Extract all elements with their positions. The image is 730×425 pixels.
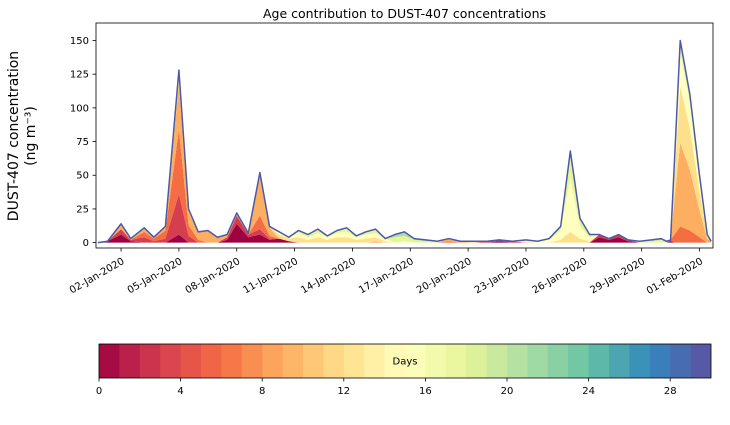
y-tick-label: 150: [70, 36, 89, 47]
colorbar-cell: [282, 344, 304, 378]
colorbar-cell: [486, 344, 508, 378]
colorbar-cell: [201, 344, 223, 378]
chart-title: Age contribution to DUST-407 concentrati…: [262, 6, 547, 21]
colorbar-cell: [160, 344, 182, 378]
colorbar-cell: [609, 344, 631, 378]
colorbar-cell: [343, 344, 365, 378]
x-tick-label: 08-Jan-2020: [184, 256, 243, 296]
colorbar-label: Days: [393, 357, 418, 368]
colorbar-cell: [670, 344, 692, 378]
plot-border: [95, 22, 714, 249]
colorbar-cell: [99, 344, 121, 378]
colorbar-cell: [221, 344, 243, 378]
colorbar-tick-label: 28: [664, 386, 677, 397]
y-axis: 0 25 50 75 100 125 150: [70, 36, 96, 249]
colorbar-cell: [507, 344, 529, 378]
x-tick-label: 17-Jan-2020: [357, 256, 416, 296]
colorbar-tick-label: 24: [582, 386, 595, 397]
colorbar-cell: [425, 344, 447, 378]
x-tick-label: 26-Jan-2020: [531, 256, 590, 296]
y-tick-label: 75: [76, 137, 89, 148]
y-tick-label: 50: [76, 171, 89, 182]
x-tick-label: 02-Jan-2020: [68, 256, 127, 296]
x-tick-label: 05-Jan-2020: [126, 256, 185, 296]
colorbar-tick-label: 16: [419, 386, 432, 397]
x-tick-label: 23-Jan-2020: [473, 256, 532, 296]
stacked-area-layers: [97, 40, 712, 243]
colorbar-cell: [139, 344, 161, 378]
x-tick-label: 11-Jan-2020: [241, 256, 300, 296]
y-tick-label: 125: [70, 70, 89, 81]
colorbar-cell: [690, 344, 711, 378]
colorbar-cell: [629, 344, 651, 378]
colorbar-cell: [180, 344, 202, 378]
colorbar: 0 4 8 12 16 20 24 28 Days: [96, 343, 712, 397]
colorbar-tick-label: 12: [337, 386, 350, 397]
x-tick-label: 01-Feb-2020: [645, 256, 705, 297]
area-age-0-3-days: [97, 223, 712, 243]
colorbar-cell: [445, 344, 467, 378]
colorbar-cell: [568, 344, 590, 378]
x-tick-label: 14-Jan-2020: [299, 256, 358, 296]
colorbar-cell: [303, 344, 325, 378]
colorbar-tick-label: 20: [501, 386, 514, 397]
x-tick-label: 29-Jan-2020: [589, 256, 648, 296]
colorbar-tick-label: 8: [259, 386, 265, 397]
colorbar-cell: [384, 344, 406, 378]
colorbar-border: [98, 343, 712, 379]
area-age-9-12-days: [97, 83, 712, 243]
y-tick-label: 0: [83, 238, 89, 249]
total-concentration-line: [97, 39, 712, 244]
colorbar-cell: [588, 344, 610, 378]
colorbar-cell: [547, 344, 569, 378]
colorbar-cell: [119, 344, 141, 378]
x-tick-label: 20-Jan-2020: [415, 256, 474, 296]
colorbar-cell: [405, 344, 427, 378]
x-axis: 02-Jan-2020 05-Jan-2020 08-Jan-2020 11-Jan-…: [68, 248, 705, 297]
colorbar-cell: [323, 344, 345, 378]
colorbar-tick-label: 0: [96, 386, 102, 397]
colorbar-cell: [527, 344, 549, 378]
colorbar-tick-label: 4: [177, 386, 183, 397]
y-tick-label: 100: [70, 103, 89, 114]
colorbar-cell: [262, 344, 284, 378]
colorbar-cell: [241, 344, 263, 378]
colorbar-cell: [466, 344, 488, 378]
colorbar-cell: [364, 344, 386, 378]
y-tick-label: 25: [76, 204, 89, 215]
colorbar-cell: [649, 344, 671, 378]
